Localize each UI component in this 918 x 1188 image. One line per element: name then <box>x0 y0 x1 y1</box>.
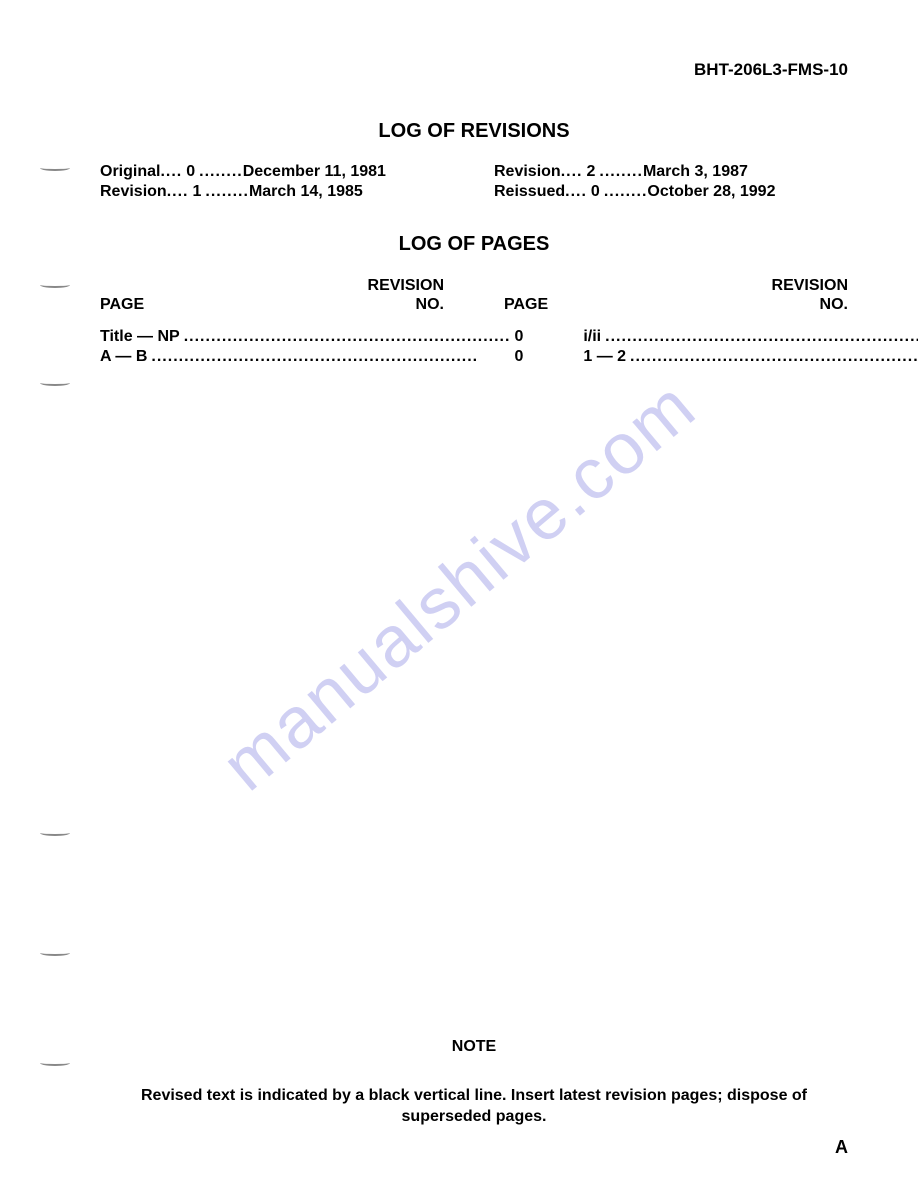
revision-label: Revision <box>100 183 167 201</box>
page-column-label: PAGE <box>100 296 368 314</box>
document-id: BHT-206L3-FMS-10 <box>100 60 848 80</box>
dot-leader: ........................................… <box>180 328 515 346</box>
page-label: A — B <box>100 348 147 366</box>
dot-leader: .... <box>160 163 182 181</box>
revision-date: December 11, 1981 <box>243 163 386 181</box>
dot-leader: ........................................… <box>147 348 514 366</box>
binding-mark <box>40 1060 70 1066</box>
revision-label-line2: NO. <box>368 295 444 314</box>
log-of-pages-title: LOG OF PAGES <box>100 233 848 256</box>
revision-number: 2 <box>582 163 599 181</box>
pages-right-column: i/ii....................................… <box>583 328 918 368</box>
note-title: NOTE <box>100 1038 848 1056</box>
page-row: Title — NP..............................… <box>100 328 523 346</box>
page-label: i/ii <box>583 328 601 346</box>
dot-leader: ........................................… <box>626 348 918 366</box>
dot-leader: ........ <box>599 163 643 181</box>
dot-leader: .... <box>561 163 583 181</box>
revision-label: Revision <box>494 163 561 181</box>
binding-mark <box>40 380 70 386</box>
revision-no-column-label: REVISION NO. <box>772 276 848 314</box>
revision-label: Original <box>100 163 160 181</box>
revision-date: October 28, 1992 <box>647 183 775 201</box>
note-block: NOTE Revised text is indicated by a blac… <box>100 1038 848 1128</box>
revision-number: 1 <box>188 183 205 201</box>
page-label: Title — NP <box>100 328 180 346</box>
dot-leader: ........ <box>205 183 249 201</box>
pages-left-column: Title — NP..............................… <box>100 328 523 368</box>
dot-leader: ........................................… <box>601 328 918 346</box>
log-of-revisions-title: LOG OF REVISIONS <box>100 120 848 143</box>
note-text: Revised text is indicated by a black ver… <box>100 1086 848 1128</box>
page-letter: A <box>835 1137 848 1158</box>
pages-header-right: PAGE REVISION NO. <box>504 276 848 314</box>
dot-leader: .... <box>167 183 189 201</box>
page-revision-no: 0 <box>514 348 523 366</box>
revisions-left-column: Original .... 0 ........ December 11, 19… <box>100 163 454 203</box>
binding-mark <box>40 282 70 288</box>
dot-leader: ........ <box>604 183 648 201</box>
binding-mark <box>40 830 70 836</box>
page-column-label: PAGE <box>504 296 772 314</box>
page-row: i/ii....................................… <box>583 328 918 346</box>
revision-label-line2: NO. <box>772 295 848 314</box>
pages-header: PAGE REVISION NO. PAGE REVISION NO. <box>100 276 848 314</box>
binding-mark <box>40 165 70 171</box>
revision-label: Reissued <box>494 183 565 201</box>
revision-row: Reissued .... 0 ........ October 28, 199… <box>494 183 848 201</box>
page-row: 1 — 2...................................… <box>583 348 918 366</box>
page-label: 1 — 2 <box>583 348 626 366</box>
revision-number: 0 <box>587 183 604 201</box>
binding-mark <box>40 950 70 956</box>
page-row: A — B...................................… <box>100 348 523 366</box>
revision-no-column-label: REVISION NO. <box>368 276 444 314</box>
revision-number: 0 <box>182 163 199 181</box>
revision-label-line1: REVISION <box>368 276 444 295</box>
revisions-right-column: Revision .... 2 ........ March 3, 1987Re… <box>494 163 848 203</box>
dot-leader: .... <box>565 183 587 201</box>
dot-leader: ........ <box>199 163 243 181</box>
revision-row: Revision .... 2 ........ March 3, 1987 <box>494 163 848 181</box>
revision-date: March 3, 1987 <box>643 163 748 181</box>
revision-date: March 14, 1985 <box>249 183 363 201</box>
pages-block: Title — NP..............................… <box>100 328 848 368</box>
watermark-text: manualshive.com <box>207 365 712 807</box>
revision-row: Revision .... 1 ........ March 14, 1985 <box>100 183 454 201</box>
pages-header-left: PAGE REVISION NO. <box>100 276 444 314</box>
revision-row: Original .... 0 ........ December 11, 19… <box>100 163 454 181</box>
page-revision-no: 0 <box>514 328 523 346</box>
revisions-block: Original .... 0 ........ December 11, 19… <box>100 163 848 203</box>
revision-label-line1: REVISION <box>772 276 848 295</box>
